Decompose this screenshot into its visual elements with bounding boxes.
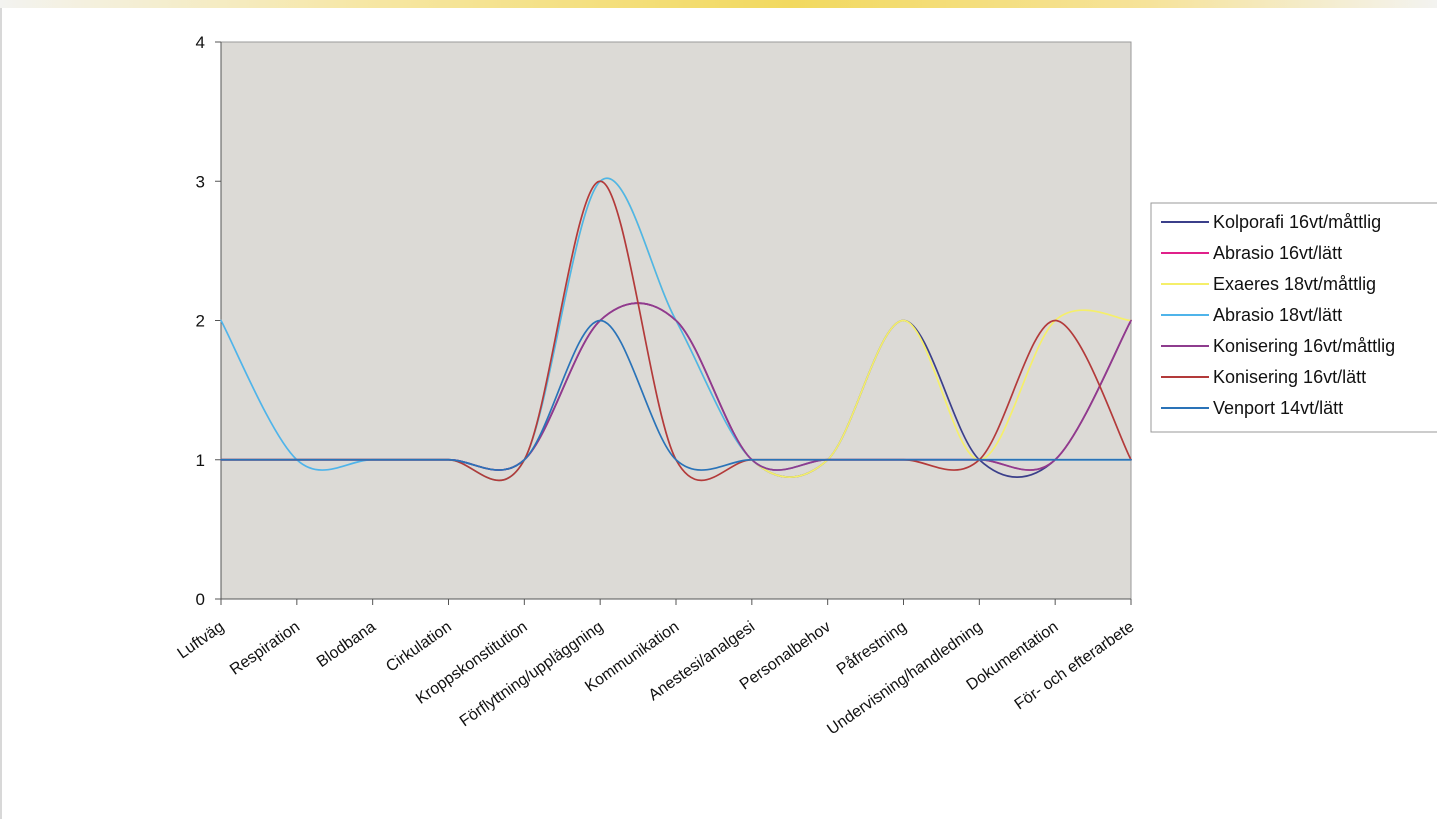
- y-tick-label: 0: [196, 590, 205, 609]
- series-lines: [220, 177, 1132, 482]
- legend-box: [1150, 202, 1437, 433]
- x-tick-label-pafrestning: Påfrestning: [833, 618, 910, 679]
- x-tick-label-undervisning-handledning: Undervisning/handledning: [824, 618, 985, 738]
- x-tick-label-forflyttning-upplaggning: Förflyttning/uppläggning: [457, 618, 607, 730]
- x-tick-label-respiration: Respiration: [227, 618, 303, 678]
- series-line-venport-14vt-latt: [220, 319, 1132, 471]
- x-tick-label-blodbana: Blodbana: [314, 618, 379, 671]
- legend-label-venport-14vt-latt: Venport 14vt/lätt: [1213, 398, 1343, 418]
- left-border-rule: [0, 8, 2, 819]
- legend-label-abrasio-18vt-latt: Abrasio 18vt/lätt: [1213, 305, 1342, 325]
- y-tick-label: 3: [196, 172, 205, 191]
- y-tick-label: 1: [196, 451, 205, 470]
- top-decorative-strip: [0, 0, 1437, 8]
- y-tick-label: 4: [196, 33, 205, 52]
- x-tick-label-luftvag: Luftväg: [175, 618, 228, 662]
- legend-label-konisering-16vt-mattlig: Konisering 16vt/måttlig: [1213, 336, 1395, 356]
- legend-label-konisering-16vt-latt: Konisering 16vt/lätt: [1213, 367, 1366, 387]
- legend: Kolporafi 16vt/måttlig Abrasio 16vt/lätt E…: [1150, 202, 1437, 433]
- legend-label-exaeres-18vt-mattlig: Exaeres 18vt/måttlig: [1213, 274, 1376, 294]
- x-tick-label-cirkulation: Cirkulation: [383, 618, 455, 675]
- legend-label-kolporafi-16vt-mattlig: Kolporafi 16vt/måttlig: [1213, 212, 1381, 232]
- legend-label-abrasio-16vt-latt: Abrasio 16vt/lätt: [1213, 243, 1342, 263]
- y-tick-label: 2: [196, 312, 205, 331]
